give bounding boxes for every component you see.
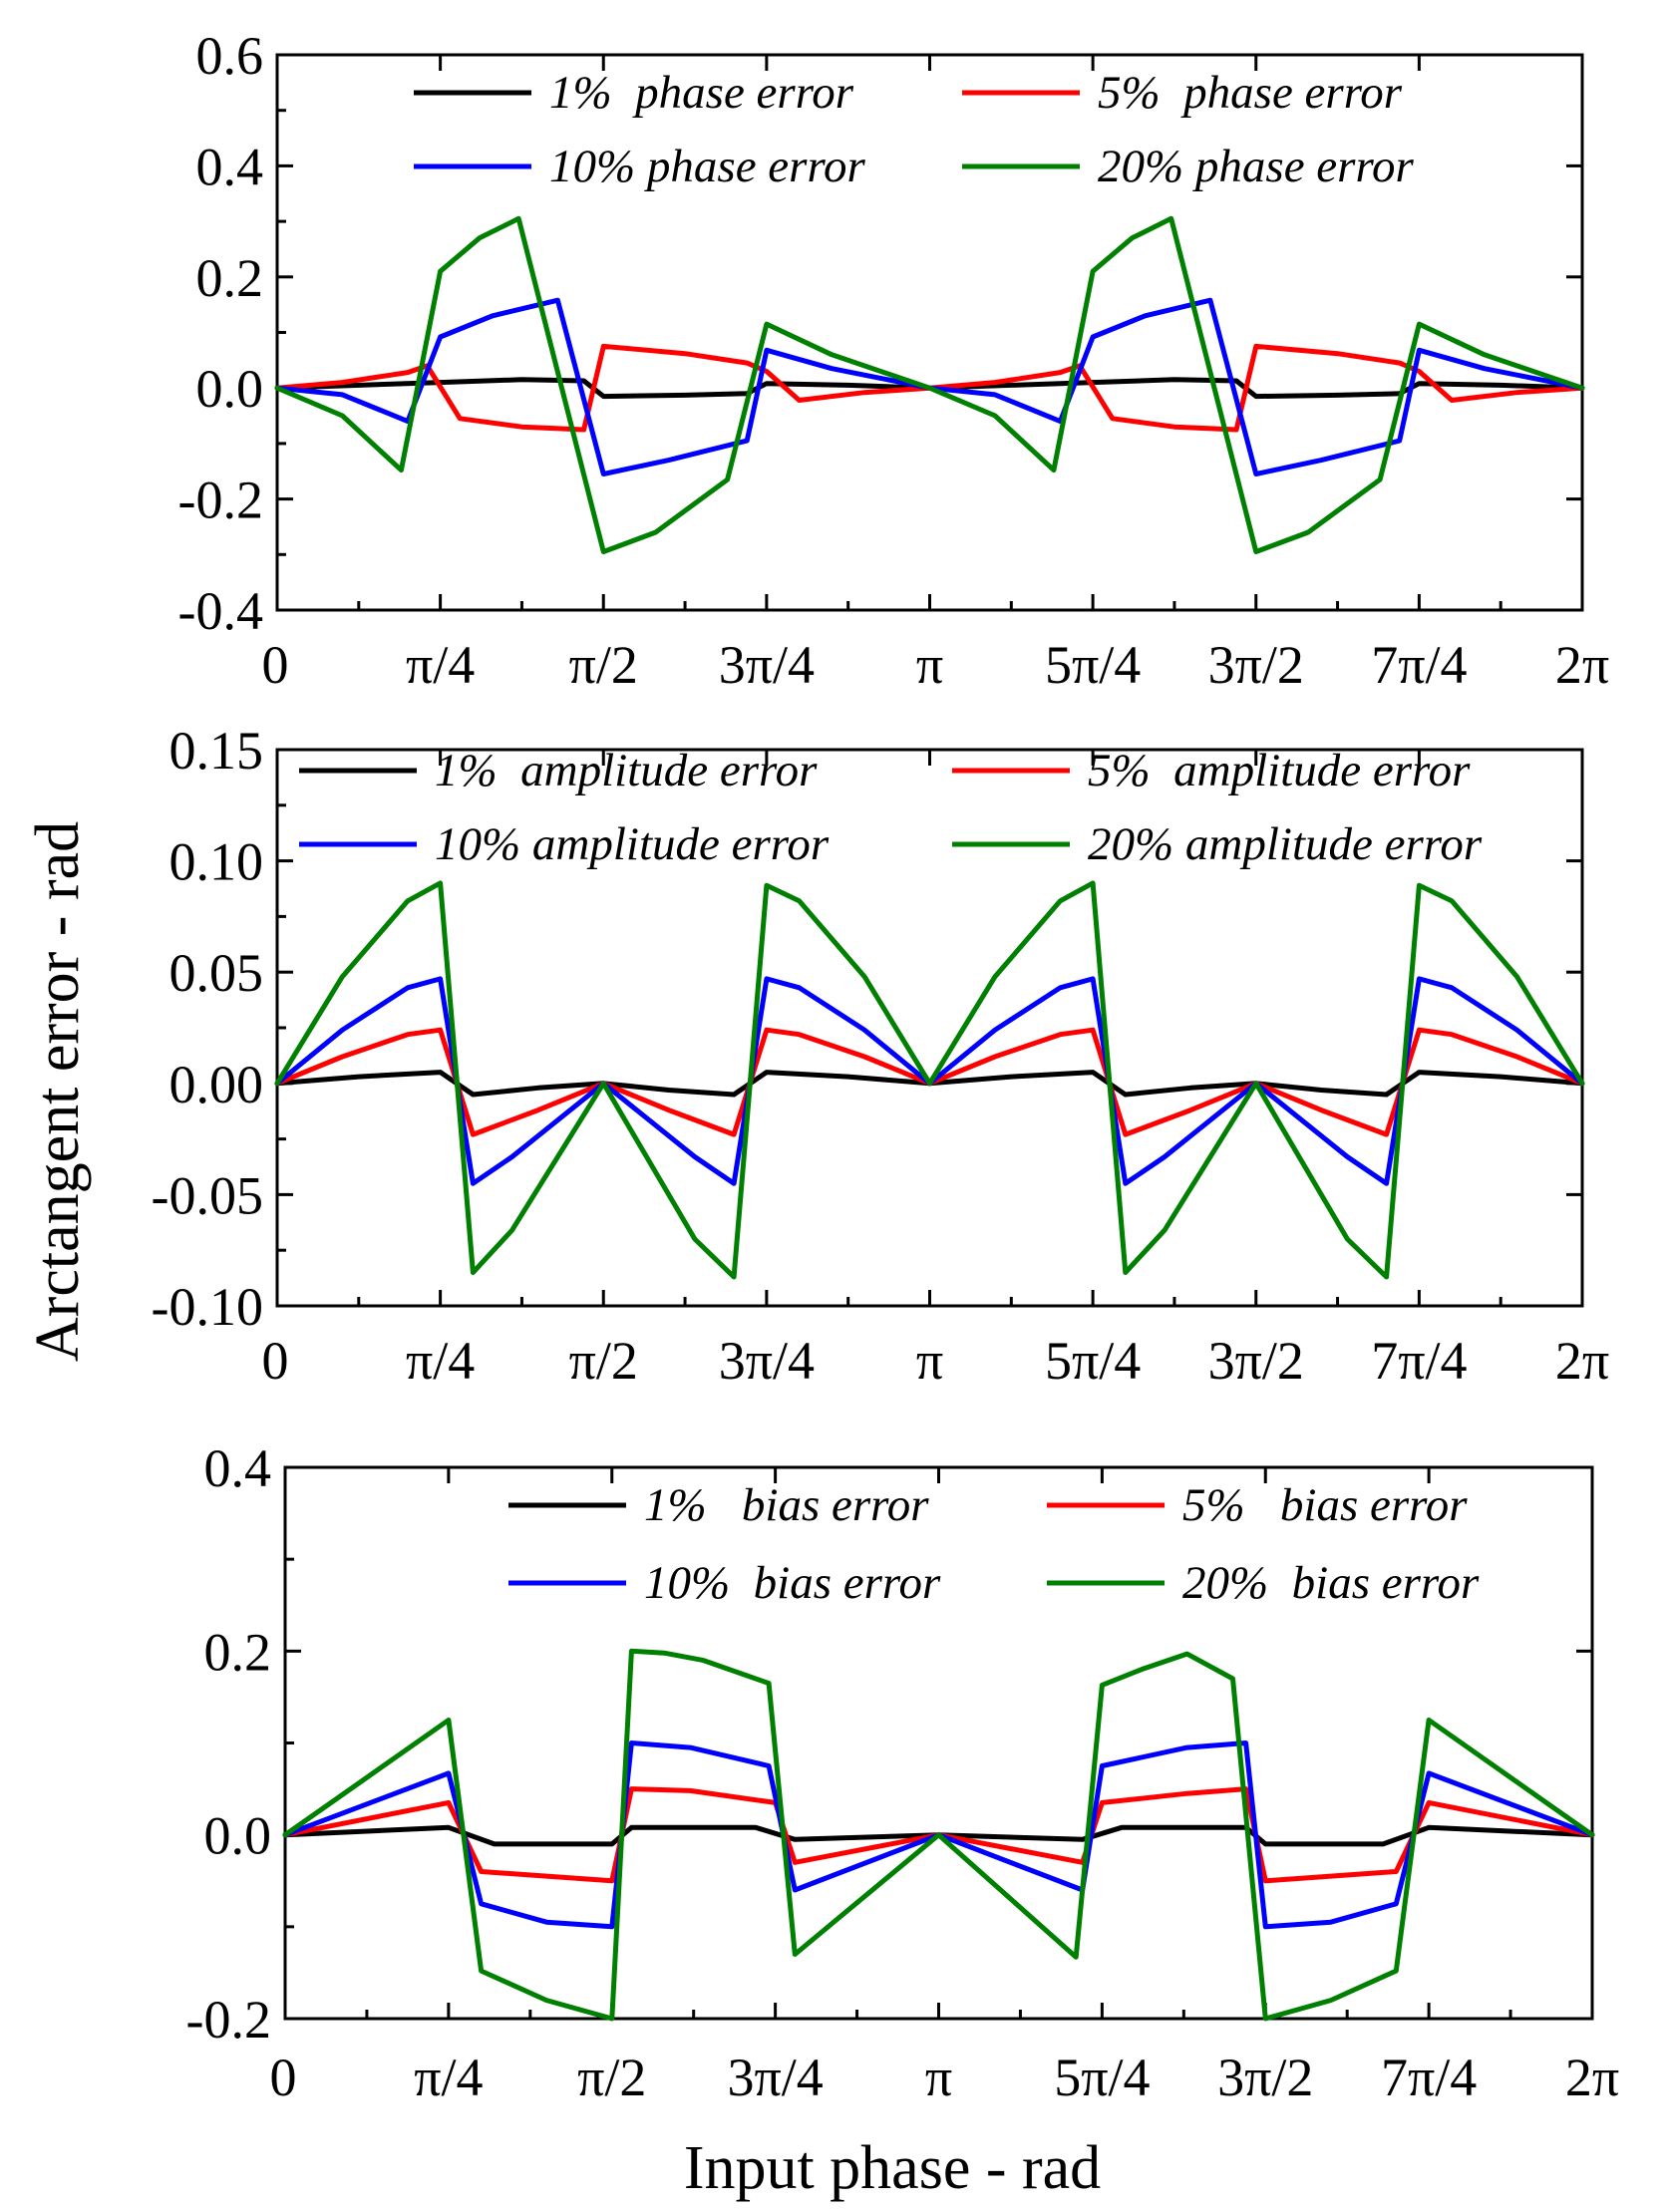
x-tick-label: 2π — [1555, 1331, 1609, 1391]
legend-label: 5% phase error — [1098, 67, 1403, 119]
legend-label: 1% amplitude error — [435, 745, 818, 796]
x-tick-label: 7π/4 — [1381, 2048, 1477, 2107]
y-tick-label: 0.0 — [204, 1806, 272, 1866]
x-tick-label: π — [916, 635, 943, 695]
x-tick-label: π/2 — [569, 1331, 638, 1391]
legend-label: 20% phase error — [1098, 141, 1415, 192]
x-tick-label: 5π/4 — [1045, 1331, 1141, 1391]
y-tick-label: -0.2 — [186, 1990, 271, 2050]
y-tick-label: -0.4 — [178, 581, 263, 641]
x-tick-label: 3π/4 — [727, 2048, 823, 2107]
x-tick-label: 5π/4 — [1054, 2048, 1150, 2107]
x-tick-label: 5π/4 — [1045, 635, 1141, 695]
panel-2: 0 π/4 π/2 3π/4 π 5π/4 3π/2 7π/4 2π 0.15 0.10 0.05 0.… — [152, 721, 1610, 1391]
panel-3: 0 π/4 π/2 3π/4 π 5π/4 3π/2 7π/4 2π 0.4 0.2 0.0 -0.2 1… — [186, 1438, 1620, 2107]
x-tick-label: 3π/4 — [719, 1331, 815, 1391]
series-line-20pct — [274, 880, 1585, 1280]
panels: 0 π/4 π/2 3π/4 π 5π/4 3π/2 7π/4 2π 0.6 0.4 0.2 0.0 -0… — [152, 26, 1620, 2107]
y-axis-title: Arctangent error - rad — [24, 821, 92, 1362]
x-tick-label: 0 — [270, 2048, 297, 2107]
x-tick-label: π/4 — [414, 2048, 483, 2107]
x-tick-label: 3π/4 — [719, 635, 815, 695]
legend-label: 10% bias error — [644, 1557, 941, 1609]
x-tick-label: 2π — [1565, 2048, 1619, 2107]
legend-label: 20% bias error — [1182, 1557, 1480, 1609]
legend-label: 10% amplitude error — [435, 818, 830, 870]
y-tick-label: 0.2 — [196, 248, 264, 308]
legend-label: 10% phase error — [549, 141, 866, 192]
y-tick-label: 0.15 — [169, 721, 264, 781]
x-tick-label: 3π/2 — [1208, 635, 1304, 695]
x-tick-label: π/4 — [406, 1331, 475, 1391]
legend-label: 5% bias error — [1182, 1479, 1468, 1531]
x-tick-label: 0 — [262, 635, 289, 695]
y-tick-label: 0.4 — [204, 1438, 272, 1498]
panel-1: 0 π/4 π/2 3π/4 π 5π/4 3π/2 7π/4 2π 0.6 0.4 0.2 0.0 -0… — [178, 26, 1610, 695]
y-tick-label: 0.00 — [169, 1055, 264, 1114]
y-tick-label: -0.10 — [152, 1277, 263, 1337]
x-tick-label: π/4 — [406, 635, 475, 695]
legend-label: 1% bias error — [644, 1479, 929, 1531]
y-tick-label: 0.2 — [204, 1622, 272, 1682]
x-tick-label: 2π — [1555, 635, 1609, 695]
series-line-20pct — [274, 215, 1585, 554]
legend-label: 20% amplitude error — [1088, 818, 1483, 870]
plot-frame — [275, 53, 1584, 612]
y-tick-label: 0.10 — [169, 832, 264, 892]
y-tick-label: -0.05 — [152, 1165, 263, 1225]
x-tick-label: 7π/4 — [1371, 635, 1467, 695]
y-tick-label: 0.0 — [196, 359, 264, 419]
x-tick-label: 0 — [262, 1331, 289, 1391]
x-tick-label: 3π/2 — [1217, 2048, 1313, 2107]
series-line-20pct — [282, 1648, 1595, 2022]
y-tick-label: 0.05 — [169, 943, 264, 1003]
x-tick-label: π — [916, 1331, 943, 1391]
legend-label: 5% amplitude error — [1088, 745, 1471, 796]
y-tick-label: -0.2 — [178, 471, 263, 530]
x-tick-label: π/2 — [577, 2048, 646, 2107]
y-tick-label: 0.6 — [196, 26, 264, 86]
x-tick-label: 3π/2 — [1208, 1331, 1304, 1391]
y-tick-label: 0.4 — [196, 137, 264, 196]
legend-label: 1% phase error — [549, 67, 854, 119]
x-axis-title: Input phase - rad — [684, 2134, 1101, 2202]
x-tick-label: π — [925, 2048, 952, 2107]
x-tick-label: 7π/4 — [1371, 1331, 1467, 1391]
x-tick-label: π/2 — [569, 635, 638, 695]
plot-frame — [283, 1465, 1594, 2021]
